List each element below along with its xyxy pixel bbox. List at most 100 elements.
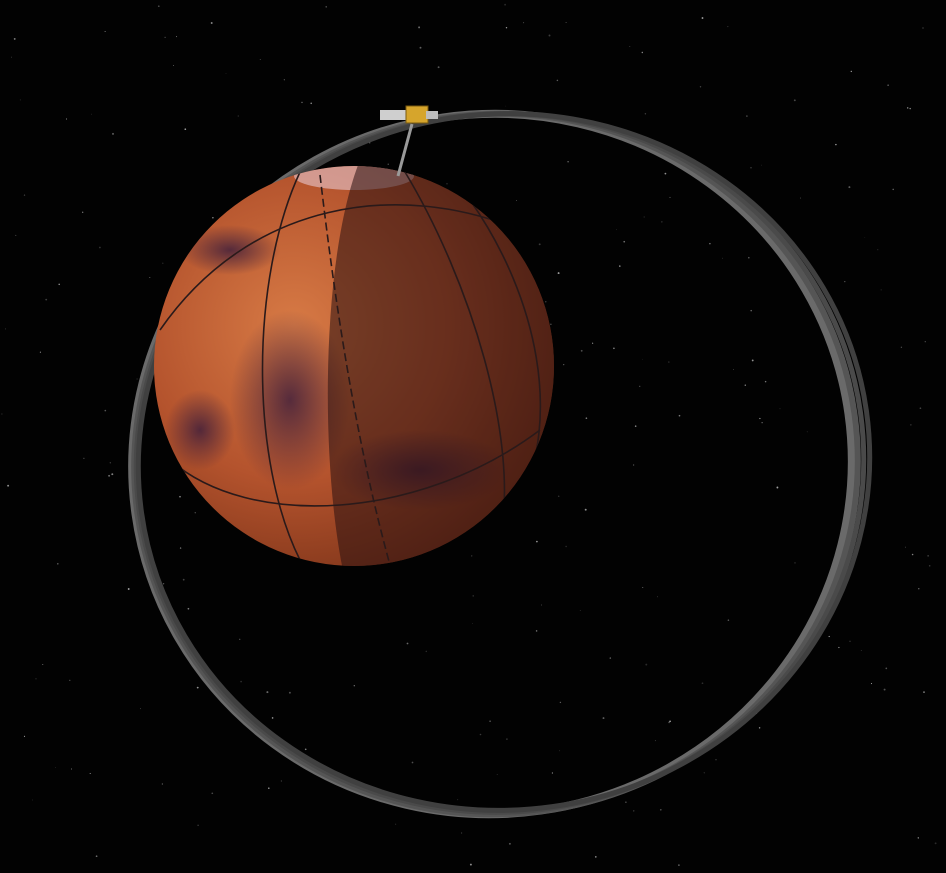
star <box>644 113 647 115</box>
star <box>457 799 459 801</box>
star <box>625 801 627 803</box>
star <box>848 186 851 189</box>
star <box>104 409 107 412</box>
star <box>505 27 508 29</box>
star <box>559 701 562 704</box>
star <box>45 298 48 301</box>
star <box>918 588 920 590</box>
star <box>304 748 307 751</box>
star <box>557 495 560 498</box>
star <box>149 276 151 279</box>
star <box>917 837 920 839</box>
star <box>162 262 164 264</box>
star <box>196 686 199 689</box>
star <box>776 486 779 489</box>
star <box>91 113 92 115</box>
star <box>95 855 98 858</box>
star <box>623 240 626 243</box>
star <box>69 679 71 681</box>
star <box>922 27 924 29</box>
star <box>540 604 542 606</box>
dark-region <box>165 390 235 470</box>
star <box>678 414 681 417</box>
star <box>764 380 767 383</box>
star <box>721 257 723 259</box>
star <box>266 691 269 694</box>
star <box>140 708 141 710</box>
star <box>536 540 538 543</box>
star <box>446 182 448 185</box>
star <box>664 172 667 175</box>
star <box>860 650 862 651</box>
star <box>39 351 41 353</box>
star <box>505 105 507 107</box>
star <box>877 249 879 251</box>
star <box>639 385 641 387</box>
star <box>761 422 763 424</box>
star <box>924 341 926 343</box>
star <box>225 73 227 74</box>
star <box>271 717 274 719</box>
star <box>793 99 796 102</box>
star <box>164 36 166 39</box>
star <box>669 720 671 723</box>
star <box>883 688 886 691</box>
star <box>703 772 705 774</box>
star <box>733 369 735 370</box>
star <box>479 733 482 736</box>
star <box>559 750 561 752</box>
star <box>906 107 909 109</box>
star <box>472 595 474 597</box>
star <box>550 323 552 325</box>
star <box>701 17 704 19</box>
star <box>923 691 925 693</box>
star <box>659 808 662 811</box>
orbit-ring <box>135 111 873 813</box>
star <box>885 667 888 670</box>
star <box>173 65 174 66</box>
star <box>516 200 517 201</box>
star <box>909 107 911 110</box>
star <box>642 587 644 589</box>
star <box>71 768 72 770</box>
star <box>609 657 612 659</box>
star <box>641 51 644 54</box>
star <box>668 361 670 363</box>
star <box>927 555 929 557</box>
star <box>864 237 866 238</box>
spacecraft <box>380 105 438 177</box>
star <box>911 553 914 556</box>
star <box>111 473 114 476</box>
star <box>580 349 583 352</box>
dark-region <box>180 225 280 275</box>
star <box>634 425 637 427</box>
star <box>418 26 421 29</box>
star <box>844 280 846 283</box>
star <box>849 640 851 642</box>
star <box>406 642 409 645</box>
star <box>508 842 511 845</box>
star <box>425 650 428 653</box>
star <box>678 864 680 866</box>
star <box>496 774 498 775</box>
star <box>11 56 12 58</box>
star <box>212 217 214 219</box>
star <box>461 832 463 834</box>
star <box>127 588 130 590</box>
star <box>23 194 26 196</box>
star <box>715 759 717 761</box>
star <box>551 772 553 774</box>
star <box>919 407 922 410</box>
solar-panel <box>426 111 438 119</box>
star <box>661 221 663 223</box>
star <box>563 363 565 366</box>
star <box>619 265 621 267</box>
star <box>709 242 711 245</box>
star <box>699 86 702 88</box>
star <box>187 607 190 610</box>
star <box>239 638 241 640</box>
star <box>104 31 106 32</box>
star <box>7 484 10 487</box>
star <box>157 5 160 8</box>
star <box>259 59 261 60</box>
